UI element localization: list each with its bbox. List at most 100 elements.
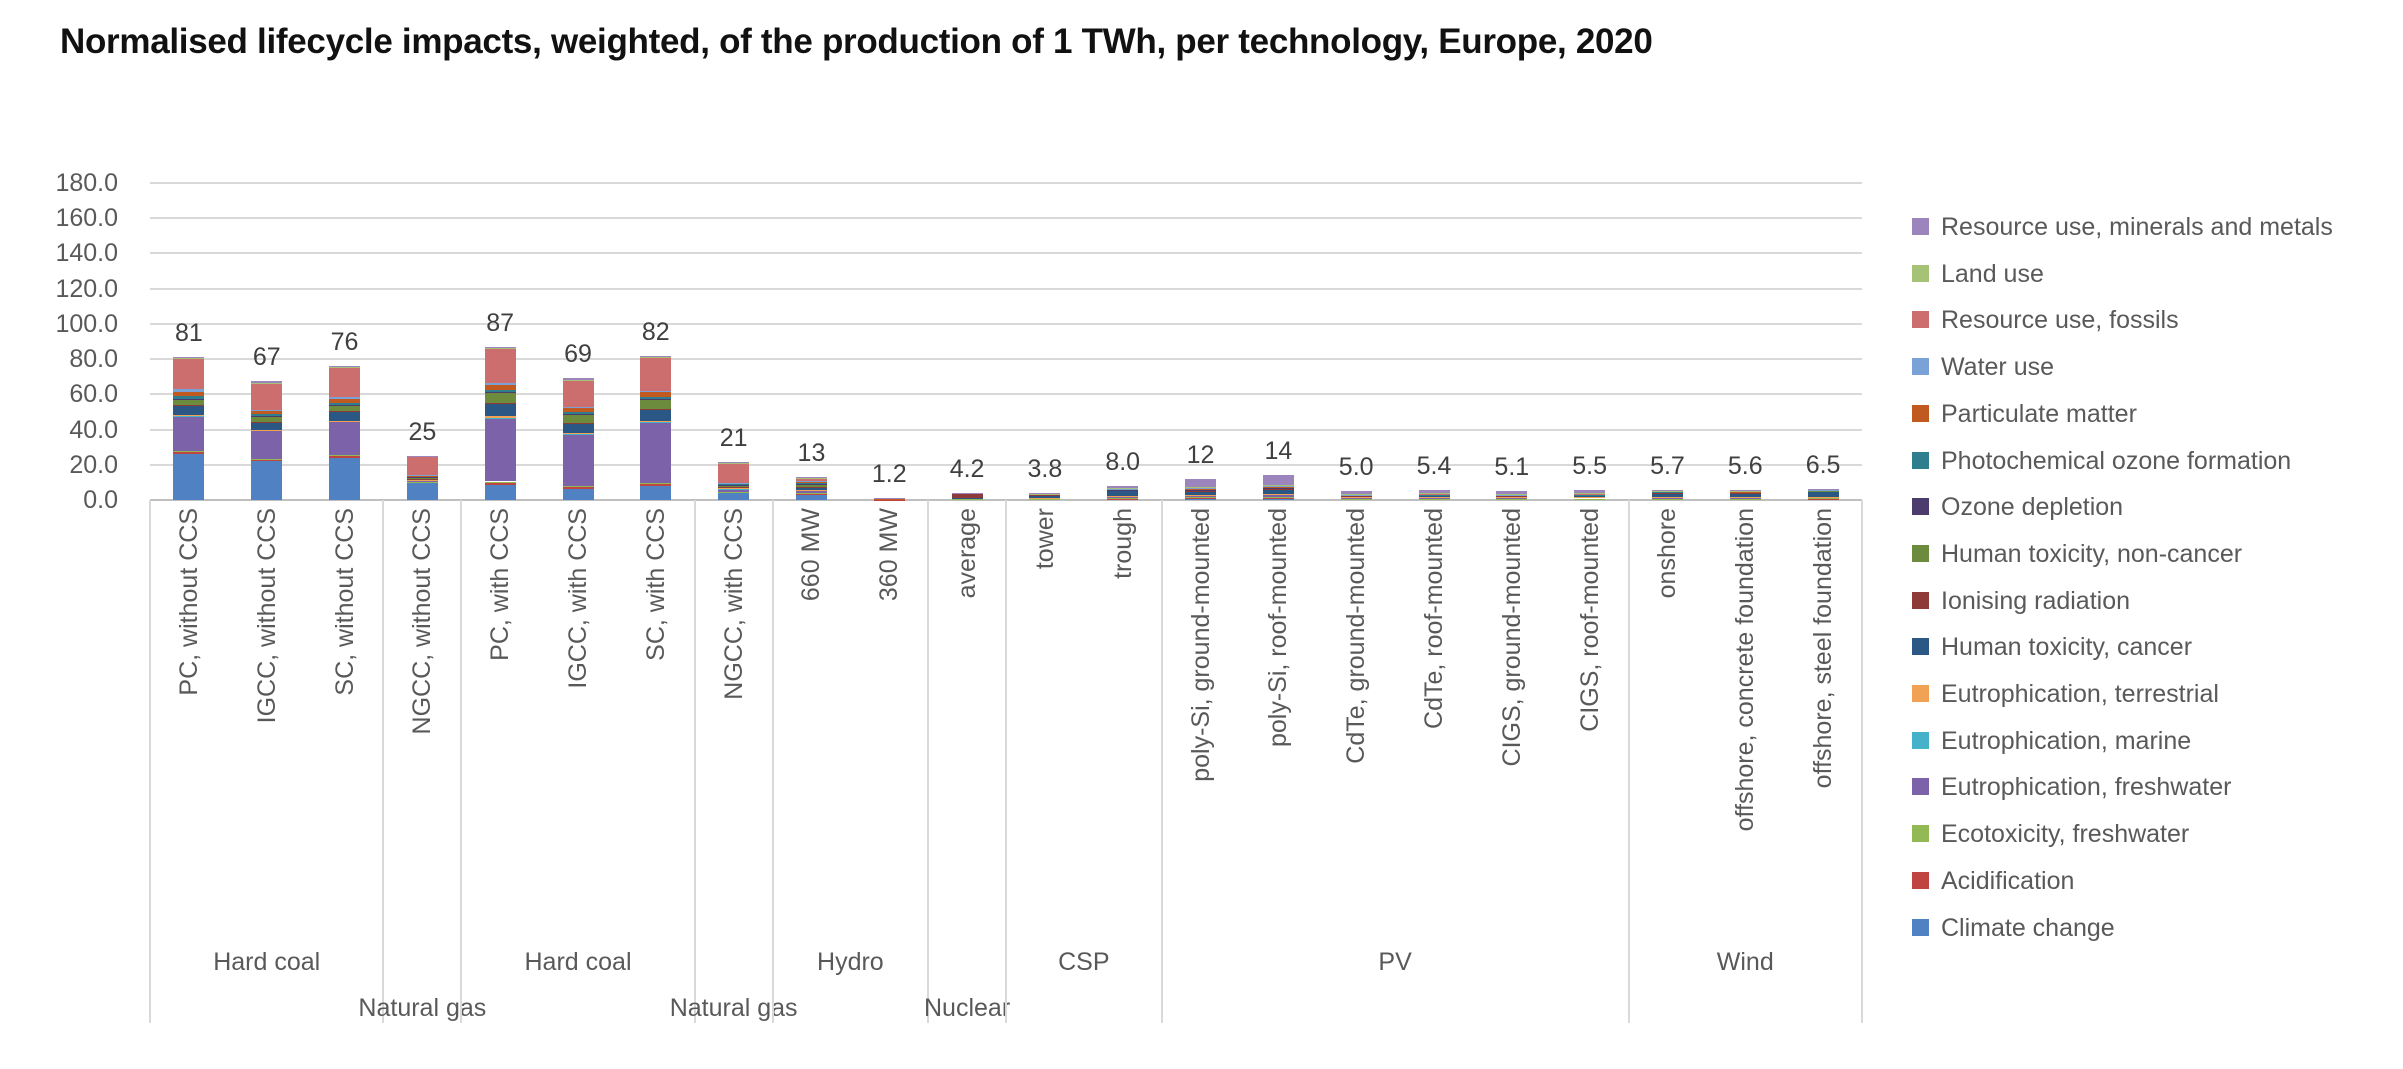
bar-segment: [251, 461, 283, 500]
bar-segment: [1185, 486, 1217, 488]
bar-segment: [173, 416, 205, 452]
bar-segment: [640, 399, 672, 409]
bar-segment: [1262, 497, 1294, 499]
group-label: PV: [1378, 948, 1412, 976]
bar-segment: [406, 482, 438, 500]
bar-segment: [1185, 489, 1217, 491]
bar-segment: [795, 481, 827, 484]
bar-segment: [1262, 485, 1294, 487]
bar-segment: [406, 480, 438, 482]
bar-segment: [718, 463, 750, 483]
legend-swatch: [1912, 264, 1929, 282]
bar-segment: [484, 418, 516, 482]
bar-segment: [251, 430, 283, 459]
category-label: PC, with CCS: [486, 508, 515, 661]
legend-label: Eutrophication, freshwater: [1941, 773, 2232, 802]
bar-segment: [1496, 491, 1528, 494]
bar-segment: [329, 402, 361, 406]
bar-segment: [562, 423, 594, 434]
gridline: [150, 393, 1862, 396]
group-divider: [382, 500, 385, 1023]
bar-segment: [1185, 495, 1217, 498]
y-tick-label: 0.0: [83, 486, 118, 514]
bar-total-label: 5.4: [1416, 452, 1452, 481]
y-tick-label: 160.0: [55, 204, 118, 233]
bar-total-label: 81: [175, 318, 203, 347]
category-label: 360 MW: [875, 508, 904, 602]
legend-swatch: [1912, 918, 1929, 936]
legend-label: Ozone depletion: [1941, 493, 2124, 522]
bar-segment: [251, 416, 283, 422]
legend-swatch: [1912, 404, 1929, 422]
bar-segment: [1651, 489, 1683, 491]
legend-label: Human toxicity, cancer: [1941, 633, 2193, 662]
bar-segment: [562, 485, 594, 487]
bar-segment: [795, 490, 827, 493]
bar-segment: [640, 390, 672, 393]
y-tick-label: 80.0: [69, 345, 118, 374]
bar-segment: [1496, 499, 1528, 500]
bar-segment: [1574, 493, 1606, 495]
group-label: Hard coal: [213, 948, 321, 976]
legend-swatch: [1912, 591, 1929, 609]
bar-segment: [640, 356, 672, 358]
bar-total-label: 5.1: [1494, 453, 1530, 482]
category-label: IGCC, without CCS: [252, 508, 281, 724]
bar-segment: [1340, 495, 1372, 498]
bar-segment: [951, 493, 983, 498]
bar-segment: [1651, 499, 1683, 500]
category-label: offshore, concrete foundation: [1731, 508, 1760, 832]
bar-segment: [562, 422, 594, 424]
y-tick-label: 100.0: [55, 309, 118, 338]
bar-segment: [562, 488, 594, 500]
bar-segment: [795, 478, 827, 481]
bar-total-label: 8.0: [1105, 447, 1141, 476]
bar-segment: [1807, 499, 1839, 500]
category-label: CIGS, roof-mounted: [1575, 508, 1604, 732]
bar-segment: [484, 346, 516, 349]
bar-segment: [1574, 499, 1606, 500]
bar-total-label: 21: [719, 424, 748, 453]
category-label: average: [953, 508, 982, 599]
bar-segment: [562, 406, 594, 409]
bar-total-label: 5.5: [1572, 452, 1608, 481]
bar-segment: [173, 358, 205, 390]
bar-segment: [1496, 495, 1528, 498]
bar-segment: [329, 421, 361, 456]
bar-segment: [951, 498, 983, 499]
bar-segment: [329, 411, 361, 421]
bar-segment: [1807, 489, 1839, 490]
gridline: [150, 287, 1862, 290]
legend-label: Acidification: [1941, 866, 2075, 895]
bar-segment: [1807, 497, 1839, 499]
group-divider: [771, 500, 774, 1023]
y-tick-label: 140.0: [55, 239, 118, 268]
gridline: [150, 322, 1862, 325]
bar-segment: [251, 458, 283, 460]
legend-swatch: [1912, 685, 1929, 702]
bar-total-label: 6.5: [1805, 450, 1841, 479]
bar-segment: [484, 348, 516, 349]
bar-segment: [1185, 498, 1217, 499]
legend-swatch: [1912, 218, 1929, 235]
bar-segment: [718, 483, 750, 485]
bar-segment: [484, 482, 516, 486]
group-divider: [1627, 500, 1630, 1023]
bar-segment: [1262, 498, 1294, 500]
bar-segment: [251, 411, 283, 415]
bar-segment: [1651, 491, 1683, 493]
bar-segment: [329, 405, 361, 412]
bar-segment: [718, 489, 750, 492]
bar-segment: [1574, 490, 1606, 494]
y-tick-label: 120.0: [55, 274, 118, 303]
bar-segment: [1029, 494, 1061, 495]
bar-segment: [329, 455, 361, 456]
bar-segment: [1340, 499, 1372, 500]
category-label: offshore, steel foundation: [1809, 508, 1838, 789]
bar-segment: [173, 451, 205, 453]
bar-segment: [640, 422, 672, 423]
bar-segment: [640, 355, 672, 357]
gridline: [150, 463, 1862, 466]
